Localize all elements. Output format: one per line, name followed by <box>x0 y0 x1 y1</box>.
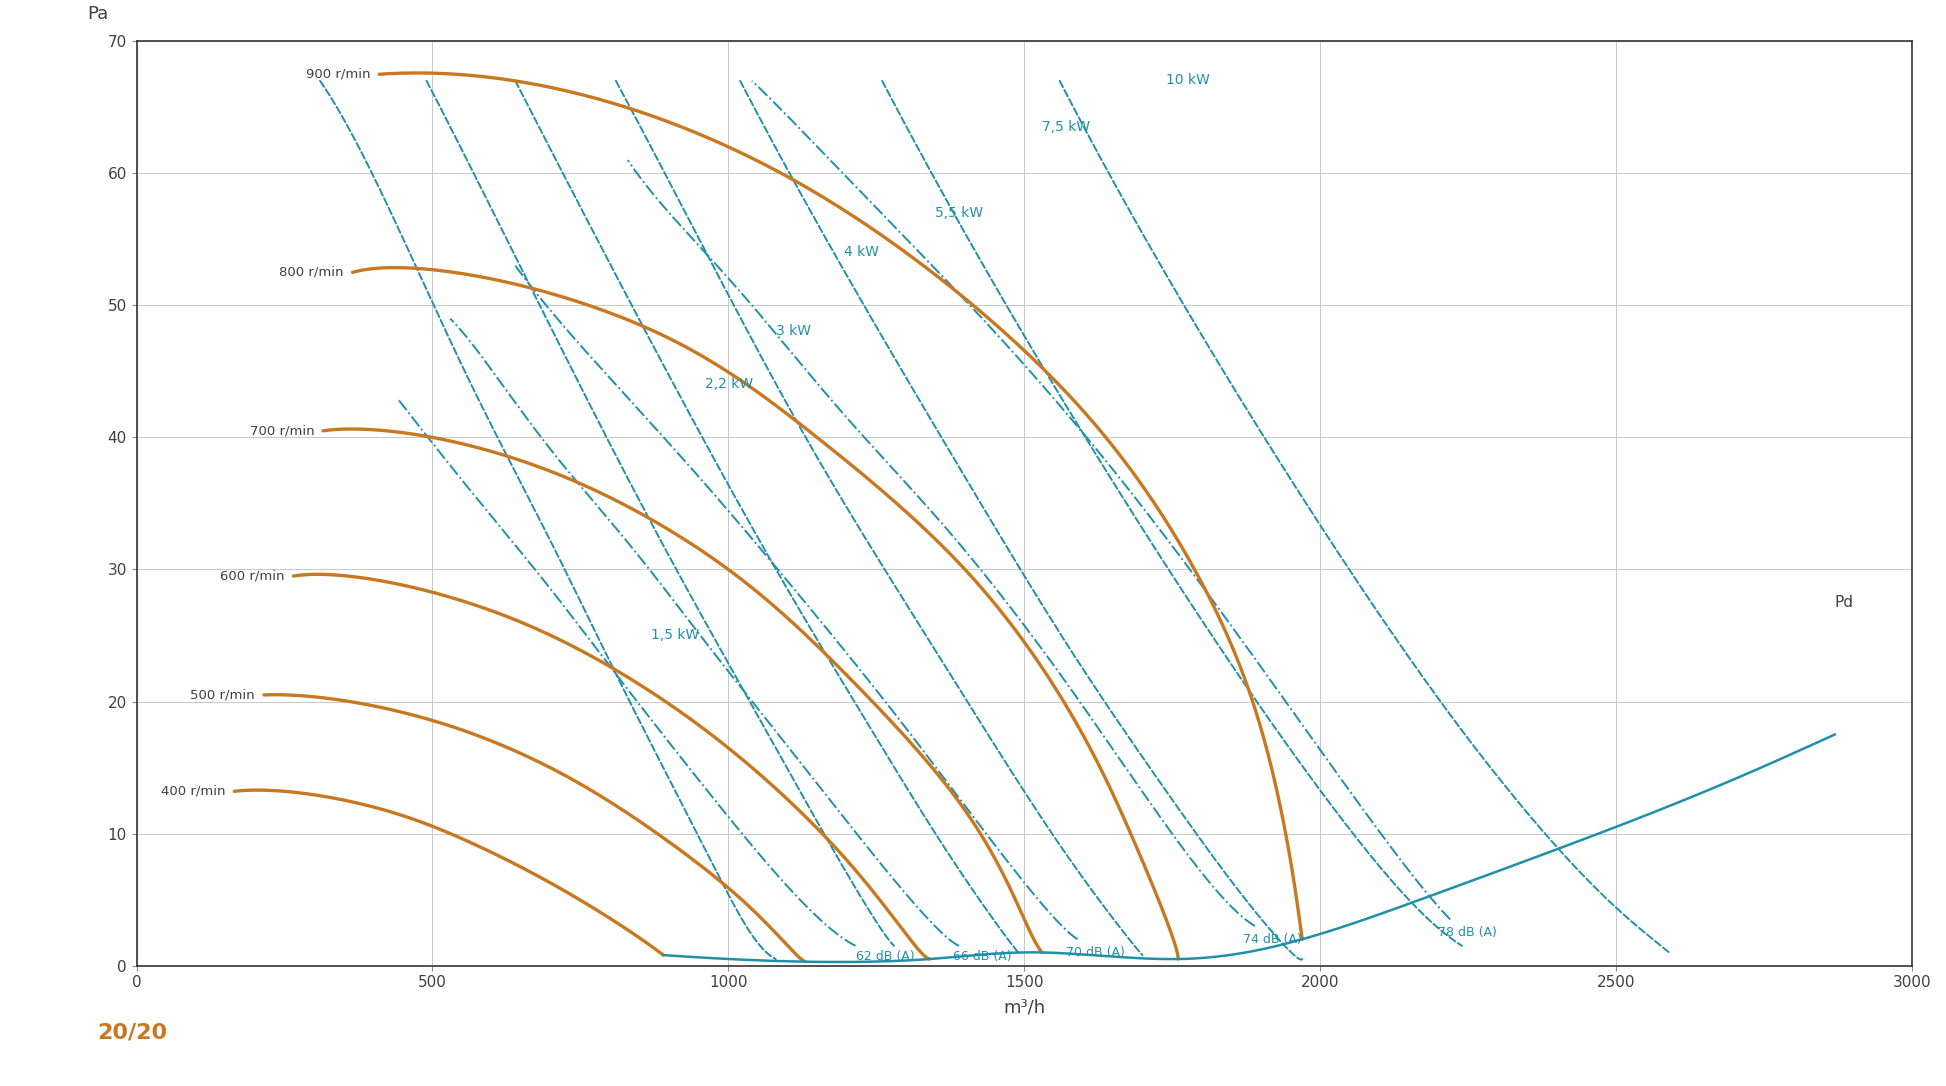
Text: 800 r/min: 800 r/min <box>278 266 344 279</box>
Text: 600 r/min: 600 r/min <box>220 569 284 582</box>
Text: 3 kW: 3 kW <box>776 325 811 339</box>
Text: 62 dB (A): 62 dB (A) <box>856 950 915 963</box>
X-axis label: m³/h: m³/h <box>1002 999 1045 1016</box>
Text: 1,5 kW: 1,5 kW <box>652 628 701 642</box>
Text: 900 r/min: 900 r/min <box>306 67 370 80</box>
Text: 10 kW: 10 kW <box>1166 74 1210 88</box>
Text: 500 r/min: 500 r/min <box>191 689 255 702</box>
Text: 4 kW: 4 kW <box>845 245 880 260</box>
Y-axis label: Pa: Pa <box>88 4 109 23</box>
Text: 5,5 kW: 5,5 kW <box>936 205 983 219</box>
Text: 66 dB (A): 66 dB (A) <box>954 950 1012 963</box>
Text: 700 r/min: 700 r/min <box>249 425 313 438</box>
Text: 74 dB (A): 74 dB (A) <box>1243 933 1302 946</box>
Text: 78 dB (A): 78 dB (A) <box>1438 926 1496 939</box>
Text: 400 r/min: 400 r/min <box>162 785 226 798</box>
Text: 70 dB (A): 70 dB (A) <box>1066 946 1125 959</box>
Text: 2,2 kW: 2,2 kW <box>704 377 753 391</box>
Text: 20/20: 20/20 <box>97 1023 167 1043</box>
Text: 7,5 kW: 7,5 kW <box>1041 119 1090 134</box>
Text: Pd: Pd <box>1835 595 1855 610</box>
